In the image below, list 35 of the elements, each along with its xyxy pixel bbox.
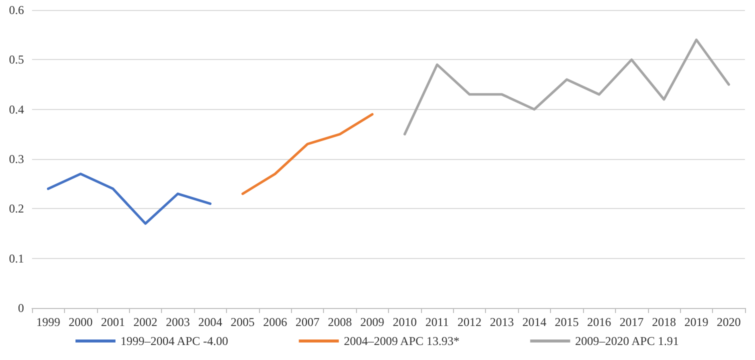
y-tick-label: 0 xyxy=(18,301,24,315)
legend-label: 2009–2020 APC 1.91 xyxy=(575,334,679,348)
x-tick-label: 2001 xyxy=(101,315,126,329)
legend-label: 1999–2004 APC -4.00 xyxy=(120,334,228,348)
x-tick-label: 2000 xyxy=(68,315,93,329)
x-tick-label: 2012 xyxy=(458,315,482,329)
y-tick-label: 0.3 xyxy=(9,152,24,166)
x-tick-label: 2010 xyxy=(392,315,417,329)
x-tick-label: 2002 xyxy=(133,315,158,329)
x-tick-label: 2009 xyxy=(360,315,384,329)
x-tick-label: 2016 xyxy=(587,315,612,329)
x-tick-label: 2018 xyxy=(652,315,676,329)
x-tick-label: 2008 xyxy=(328,315,352,329)
x-tick-label: 2014 xyxy=(522,315,546,329)
x-tick-label: 2015 xyxy=(554,315,579,329)
y-tick-label: 0.2 xyxy=(9,202,24,216)
y-tick-label: 0.4 xyxy=(9,102,24,116)
x-tick-label: 2011 xyxy=(425,315,449,329)
y-tick-label: 0.5 xyxy=(9,52,24,67)
x-tick-label: 2013 xyxy=(490,315,514,329)
x-tick-label: 2020 xyxy=(716,315,741,329)
y-tick-label: 0.1 xyxy=(9,251,24,266)
x-tick-label: 2007 xyxy=(295,315,320,329)
x-tick-label: 2005 xyxy=(230,315,255,329)
x-tick-label: 2006 xyxy=(263,315,288,329)
y-tick-label: 0.6 xyxy=(9,3,24,17)
line-series xyxy=(241,113,374,196)
line-series xyxy=(46,172,212,225)
line-series xyxy=(403,38,730,136)
x-tick-label: 1999 xyxy=(36,315,60,329)
x-tick-label: 2003 xyxy=(166,315,190,329)
legend-label: 2004–2009 APC 13.93* xyxy=(344,334,460,348)
x-tick-label: 2019 xyxy=(684,315,708,329)
x-tick-label: 2017 xyxy=(620,315,644,329)
x-tick-label: 2004 xyxy=(198,315,222,329)
